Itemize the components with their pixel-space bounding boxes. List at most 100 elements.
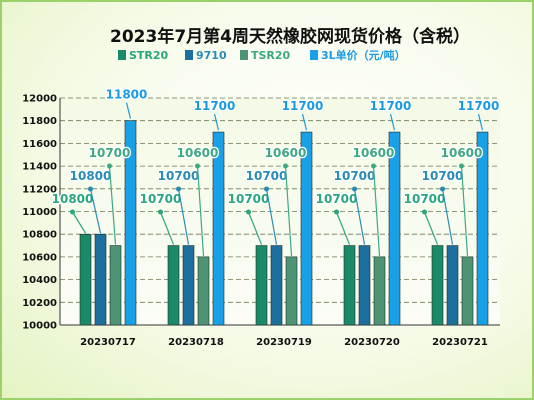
leader-line [460,165,469,256]
data-label: 11700 [194,99,236,113]
data-label: 10700 [334,169,376,183]
data-label: 10700 [158,169,200,183]
leader-line [247,211,263,245]
bar [255,245,268,326]
x-tick-label: 20230718 [168,337,224,348]
x-tick-label: 20230721 [432,337,488,348]
bar [197,256,210,326]
leader-dot [283,163,288,169]
leader-line [265,188,278,245]
legend-swatch [240,50,248,60]
legend-swatch [118,50,126,60]
bar [270,245,283,326]
data-label: 11800 [106,88,148,102]
y-tick-label: 11800 [22,116,57,127]
data-label: 10600 [265,146,307,160]
leader-dot [371,163,376,169]
leader-dot [176,186,181,192]
leader-line [89,188,102,234]
data-label: 11700 [370,99,412,113]
leader-line [213,113,220,131]
leader-dot [158,209,163,215]
data-label: 10600 [441,146,483,160]
y-tick-label: 10000 [22,321,57,332]
legend-label: 3L单价（元/吨） [321,48,406,62]
data-label: 11700 [458,99,500,113]
legend-label: TSR20 [251,49,291,62]
y-tick-label: 10400 [22,275,57,286]
leader-line [108,165,117,245]
leader-dot [459,163,464,169]
leader-dot [334,209,339,215]
legend-label: 9710 [196,49,227,62]
leader-dot [70,209,75,215]
leader-dot [107,163,112,169]
y-tick-label: 11400 [22,162,57,173]
bar [109,245,122,326]
leader-line [353,188,366,245]
leader-dot [246,209,251,215]
bar [476,131,489,326]
bar [300,131,313,326]
data-label: 11700 [282,99,324,113]
leader-line [196,165,205,256]
x-tick-label: 20230719 [256,337,312,348]
bar [343,245,356,326]
leader-line [177,188,190,245]
data-label: 10700 [404,192,446,206]
leader-line [423,211,439,245]
bar [79,233,92,326]
bars [79,120,489,326]
leader-line [372,165,381,256]
bar [124,120,137,326]
bar [461,256,474,326]
y-tick-label: 10600 [22,252,57,263]
leader-line [71,211,87,234]
x-axis: 20230717 20230718 20230719 20230720 20230721 [80,337,488,348]
bar [285,256,298,326]
y-tick-label: 10800 [22,230,57,241]
y-tick-label: 12000 [22,94,57,105]
data-label: 10700 [228,192,270,206]
leader-dot [88,186,93,192]
data-label: 10800 [52,192,94,206]
leader-dot [352,186,357,192]
data-label: 10600 [177,146,219,160]
leader-line [301,113,308,131]
data-labels: 10800 10800 10700 11800 10700 10700 10600 11700… [50,86,501,256]
bar [431,245,444,326]
leader-line [159,211,175,245]
leader-line [125,102,132,119]
y-tick-label: 11200 [22,184,57,195]
data-label: 10800 [70,169,112,183]
leader-line [441,188,454,245]
bar [94,233,107,326]
data-label: 10700 [89,146,131,160]
bar [446,245,459,326]
legend-label: STR20 [129,49,169,62]
leader-dot [264,186,269,192]
bar [358,245,371,326]
leader-line [284,165,293,256]
data-label: 10700 [422,169,464,183]
data-label: 10700 [316,192,358,206]
bar [182,245,195,326]
x-tick-label: 20230717 [80,337,136,348]
data-label: 10700 [246,169,288,183]
leader-dot [440,186,445,192]
chart-title: 2023年7月第4周天然橡胶网现货价格（含税） [110,26,470,47]
x-tick-label: 20230720 [344,337,400,348]
legend-swatch [185,50,193,60]
bar [373,256,386,326]
leader-dot [422,209,427,215]
bar [212,131,225,326]
leader-line [477,113,484,131]
bar [167,245,180,326]
data-label: 10700 [140,192,182,206]
legend: STR20 9710 TSR20 3L单价（元/吨） [118,48,406,62]
leader-line [389,113,396,131]
leader-dot [195,163,200,169]
